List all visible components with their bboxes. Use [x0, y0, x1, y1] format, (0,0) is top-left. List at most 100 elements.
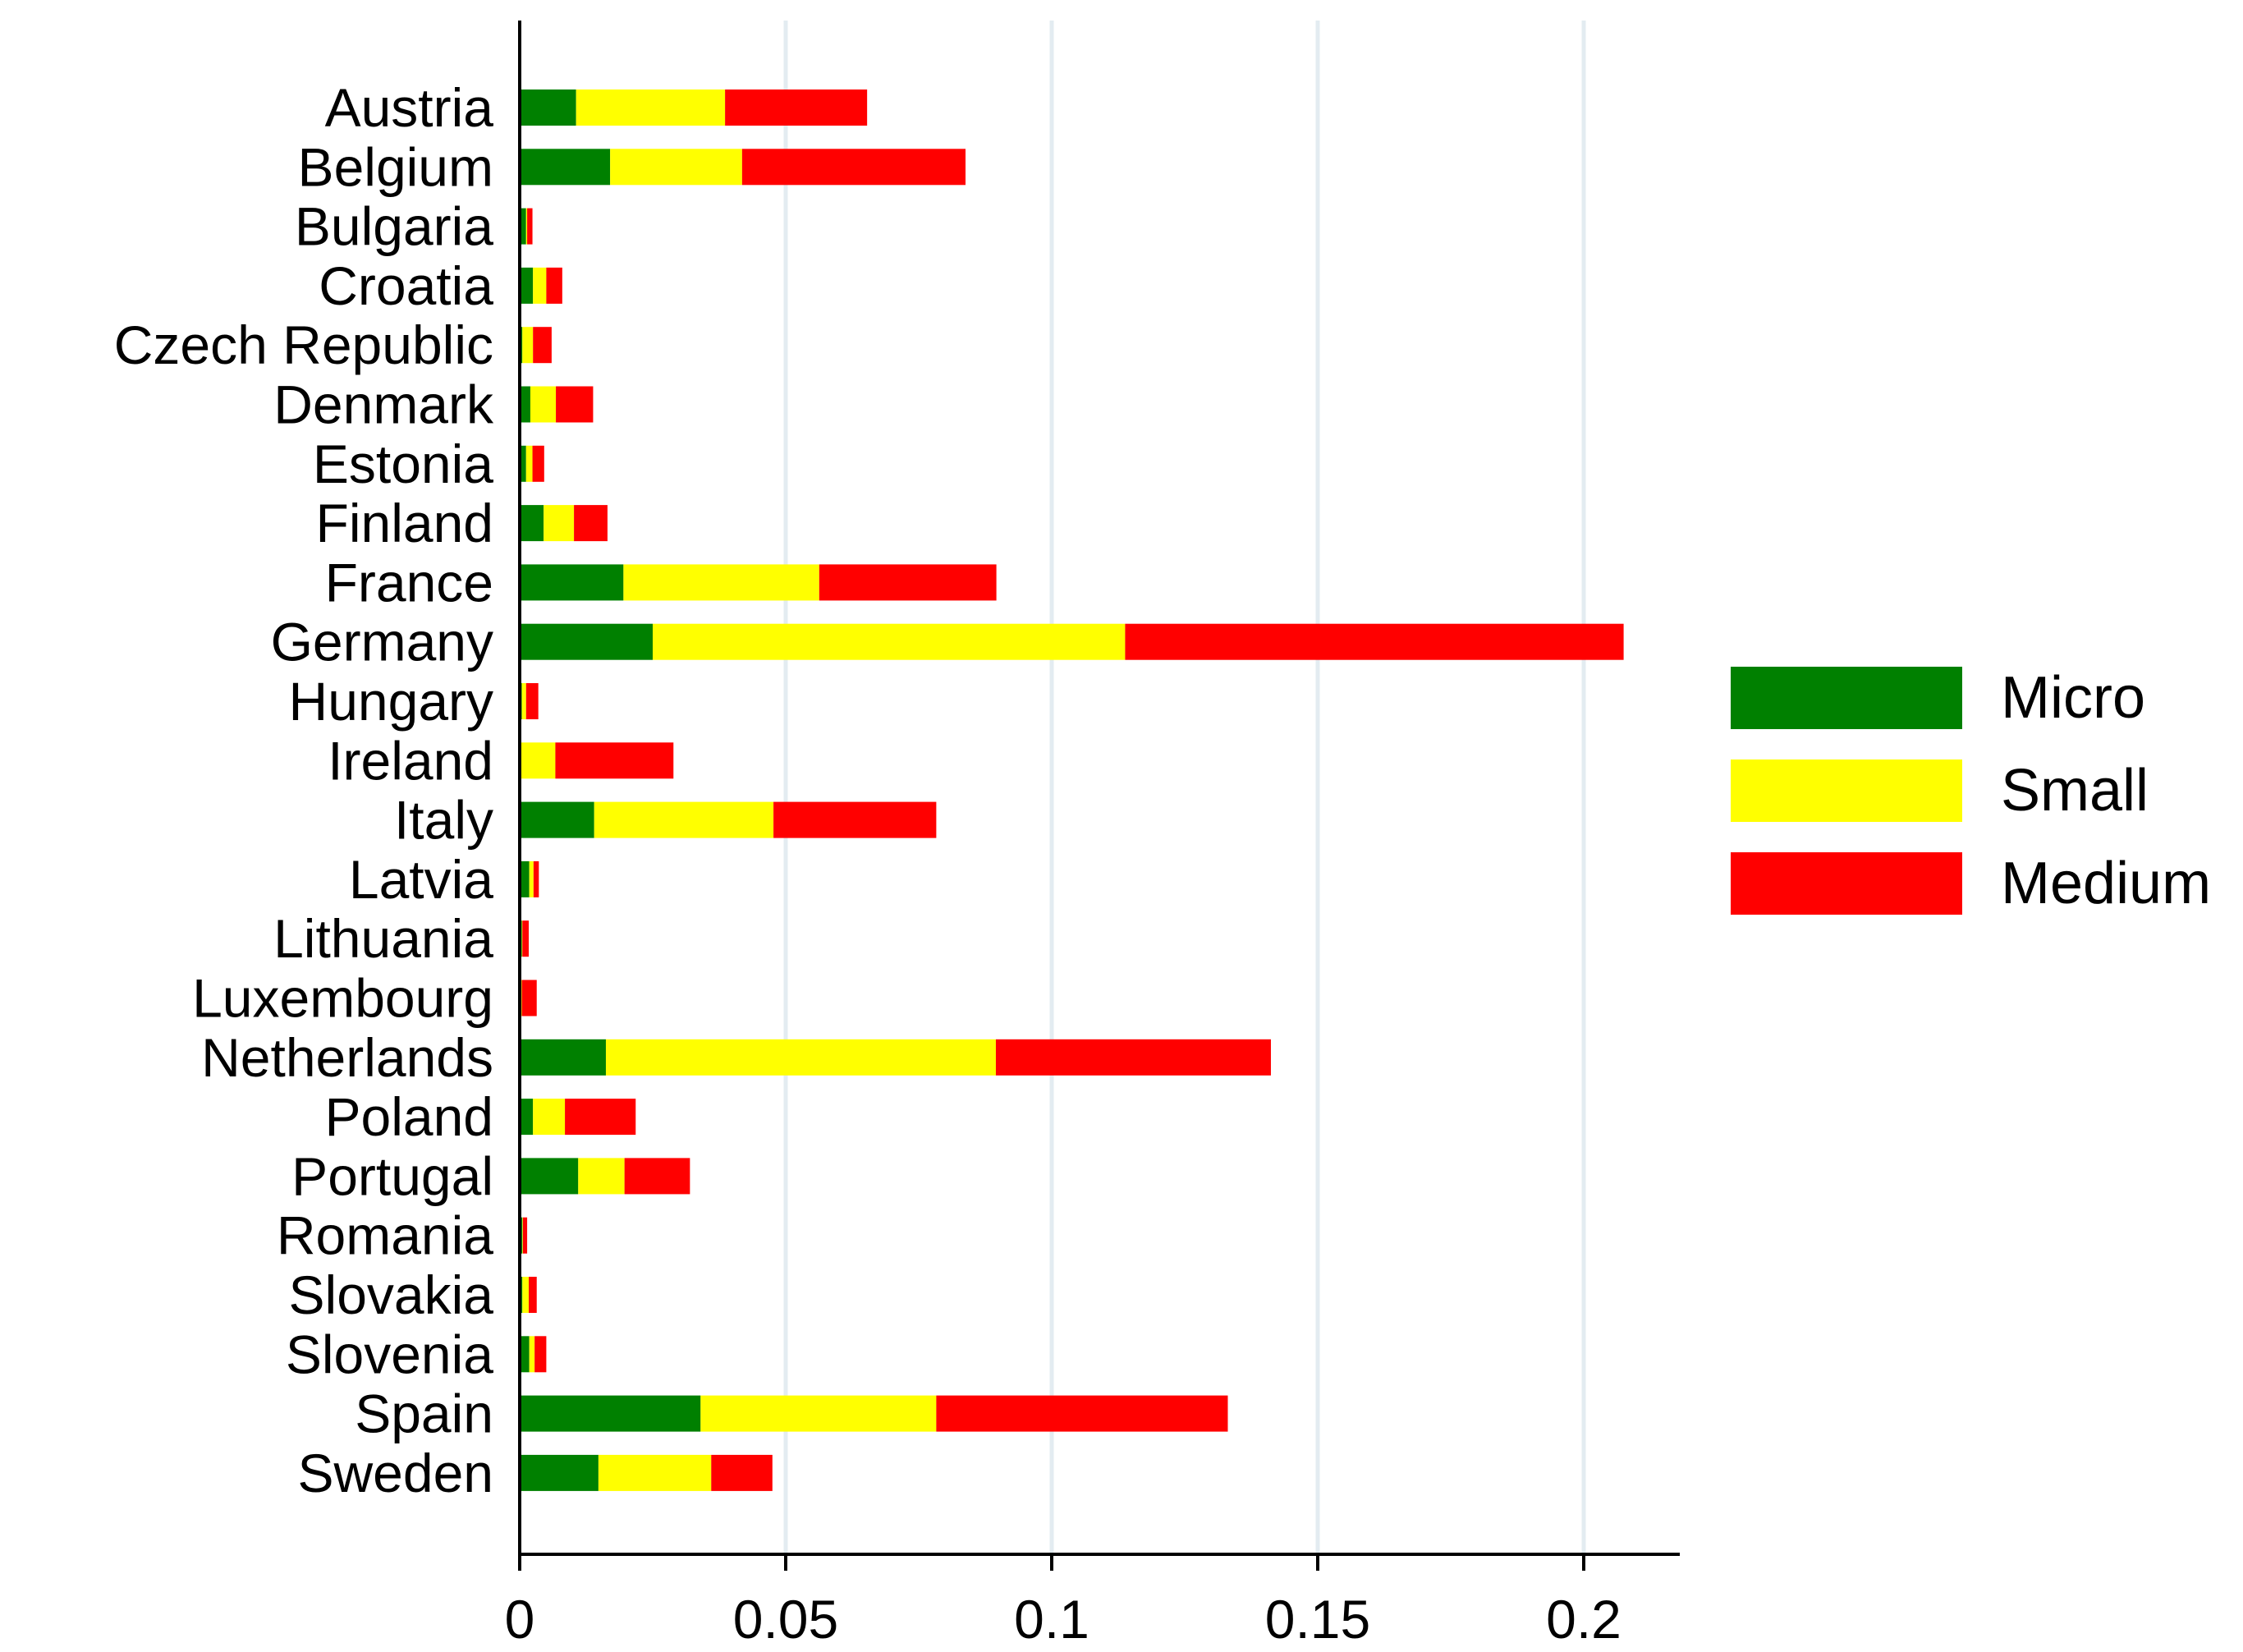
bar-latvia-small	[529, 860, 534, 897]
axes	[518, 21, 1680, 1556]
bar-poland-small	[533, 1099, 566, 1136]
bar-germany-small	[653, 623, 1126, 660]
bar-slovenia-small	[529, 1336, 535, 1373]
bar-croatia-medium	[546, 267, 562, 304]
category-label: Slovakia	[289, 1264, 494, 1325]
bar-ireland-medium	[555, 742, 674, 779]
category-label: Lithuania	[273, 908, 493, 969]
bar-bulgaria-medium	[527, 208, 533, 245]
bar-estonia-medium	[532, 445, 544, 482]
legend-swatch-medium	[1731, 852, 1962, 915]
bar-netherlands-medium	[995, 1039, 1271, 1076]
bar-series-group	[520, 89, 1624, 1491]
bar-austria-micro	[520, 89, 576, 126]
category-label: Latvia	[349, 849, 493, 910]
bar-lithuania-medium	[522, 920, 530, 957]
category-label: Ireland	[328, 730, 493, 791]
bar-denmark-medium	[556, 386, 594, 423]
bar-sweden-small	[598, 1454, 712, 1491]
bar-denmark-small	[530, 386, 557, 423]
bar-slovakia-small	[522, 1277, 530, 1313]
bar-hungary-small	[521, 683, 526, 719]
bar-france-micro	[520, 564, 624, 601]
bar-italy-small	[594, 801, 774, 838]
category-label: Belgium	[298, 136, 493, 197]
bar-austria-small	[576, 89, 726, 126]
bar-lithuania-small	[521, 920, 523, 957]
bar-belgium-micro	[520, 149, 611, 186]
x-axis-ticks: 0 0.05 0.1 0.15 0.2	[505, 1554, 1621, 1650]
bar-slovenia-micro	[520, 1336, 530, 1373]
bar-romania-small	[522, 1217, 523, 1254]
x-tick-label: 0	[505, 1589, 535, 1650]
category-label: Portugal	[291, 1145, 493, 1206]
bar-romania-medium	[522, 1217, 528, 1254]
bar-spain-small	[700, 1395, 937, 1432]
bar-portugal-micro	[520, 1158, 579, 1195]
bar-finland-small	[544, 505, 575, 542]
bar-france-medium	[819, 564, 997, 601]
category-label: Bulgaria	[295, 196, 493, 257]
category-label: Slovenia	[286, 1324, 493, 1384]
bar-slovenia-medium	[534, 1336, 547, 1373]
category-label: Finland	[316, 493, 493, 553]
legend-label-medium: Medium	[2001, 851, 2211, 916]
legend-label-micro: Micro	[2001, 665, 2145, 731]
bar-belgium-small	[610, 149, 742, 186]
category-label: Spain	[355, 1384, 493, 1444]
bar-netherlands-small	[605, 1039, 996, 1076]
bar-poland-micro	[520, 1099, 534, 1136]
bar-bulgaria-small	[525, 208, 528, 245]
category-label: Croatia	[319, 255, 493, 316]
legend: Micro Small Medium	[1731, 665, 2211, 916]
bar-czech-republic-small	[522, 327, 534, 364]
bar-croatia-small	[533, 267, 547, 304]
bar-latvia-micro	[520, 860, 530, 897]
bar-slovakia-medium	[529, 1277, 537, 1313]
bar-portugal-small	[578, 1158, 625, 1195]
bar-denmark-micro	[520, 386, 530, 423]
bar-luxembourg-medium	[521, 980, 537, 1016]
legend-swatch-micro	[1731, 667, 1962, 729]
bar-sweden-medium	[711, 1454, 773, 1491]
legend-label-small: Small	[2001, 758, 2149, 824]
bar-estonia-micro	[520, 445, 526, 482]
category-label: Netherlands	[201, 1027, 493, 1088]
x-tick-label: 0.2	[1546, 1589, 1621, 1650]
category-label: Denmark	[273, 374, 494, 435]
bar-ireland-small	[521, 742, 556, 779]
category-label: Czech Republic	[114, 314, 493, 375]
category-label: Romania	[277, 1205, 493, 1266]
bar-hungary-medium	[525, 683, 539, 719]
bar-italy-micro	[520, 801, 594, 838]
category-label: Italy	[394, 790, 493, 851]
bar-netherlands-micro	[520, 1039, 606, 1076]
bar-germany-medium	[1125, 623, 1624, 660]
x-tick-label: 0.1	[1014, 1589, 1089, 1650]
x-tick-label: 0.05	[733, 1589, 838, 1650]
bar-croatia-micro	[520, 267, 534, 304]
category-label: Estonia	[313, 434, 493, 494]
bar-portugal-medium	[624, 1158, 690, 1195]
bar-bulgaria-micro	[520, 208, 526, 245]
category-label: Poland	[324, 1086, 493, 1147]
category-label: France	[325, 552, 493, 613]
bar-italy-medium	[773, 801, 937, 838]
bar-poland-medium	[565, 1099, 636, 1136]
legend-swatch-small	[1731, 759, 1962, 822]
category-label: Germany	[271, 612, 493, 672]
category-label: Hungary	[289, 671, 493, 732]
x-gridlines	[783, 21, 1586, 1554]
bar-spain-medium	[936, 1395, 1228, 1432]
bar-belgium-medium	[741, 149, 966, 186]
bar-germany-micro	[520, 623, 653, 660]
bar-finland-micro	[520, 505, 544, 542]
bar-latvia-medium	[533, 860, 539, 897]
bar-sweden-micro	[520, 1454, 599, 1491]
category-label: Austria	[325, 77, 494, 138]
bar-luxembourg-small	[521, 980, 522, 1016]
category-label: Luxembourg	[192, 968, 493, 1029]
